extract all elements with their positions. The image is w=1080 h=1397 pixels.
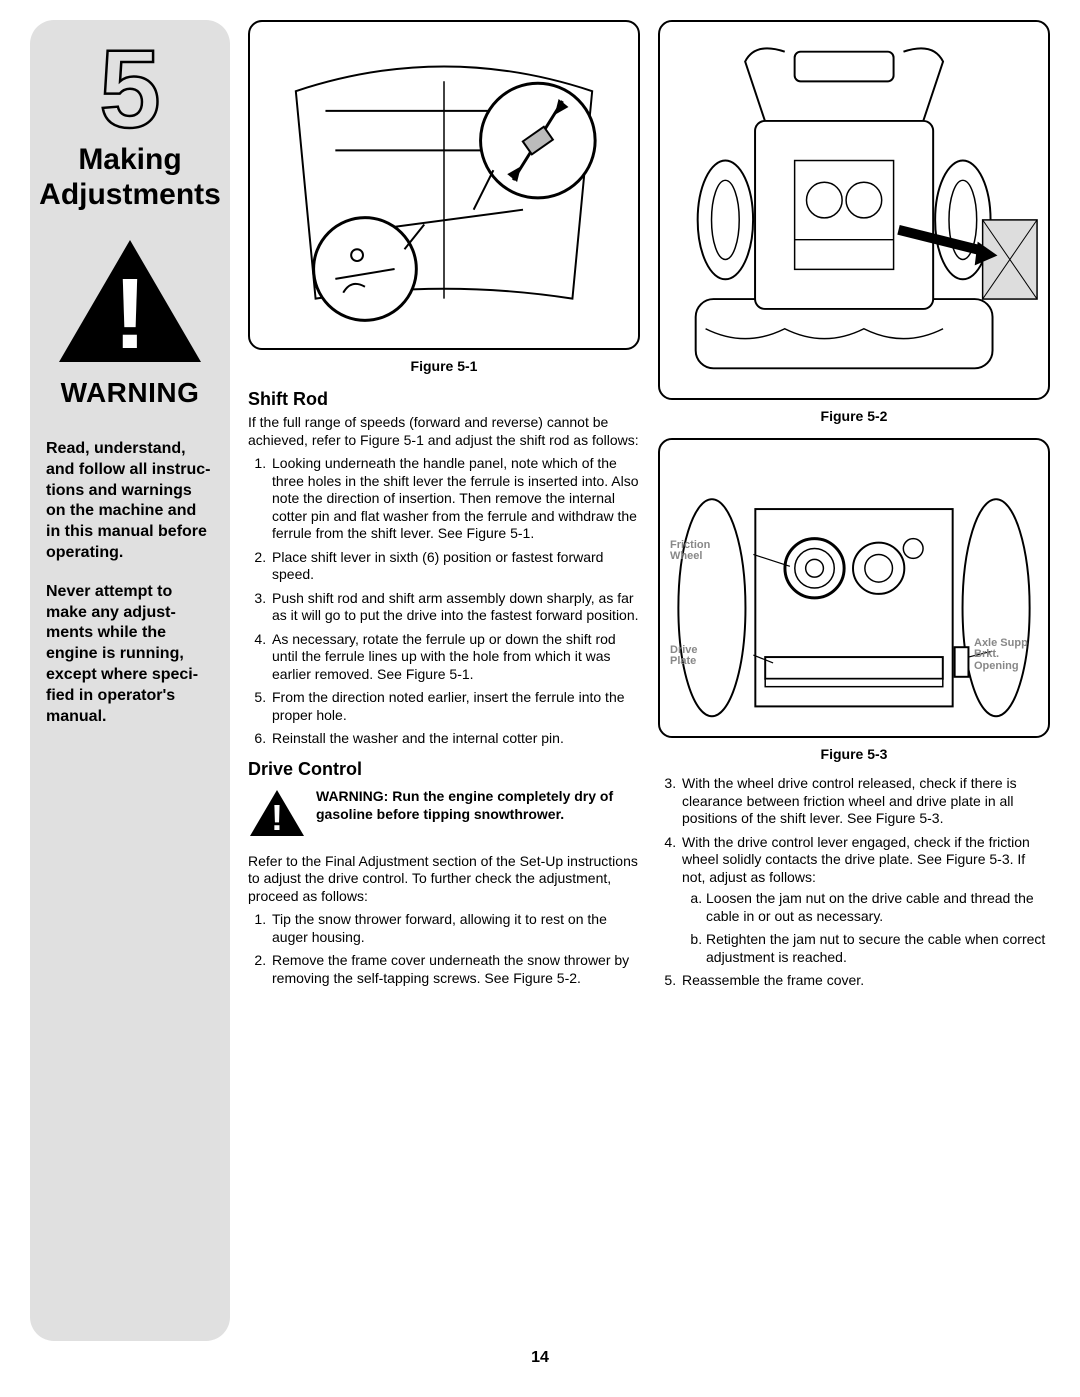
- label-drive-plate: Drive Plate: [670, 645, 720, 668]
- shift-rod-intro: If the full range of speeds (forward and…: [248, 414, 640, 449]
- list-item: As necessary, rotate the ferrule up or d…: [270, 631, 640, 684]
- list-item: Reassemble the frame cover.: [680, 972, 1050, 990]
- drive-substeps: Loosen the jam nut on the drive cable an…: [682, 890, 1050, 966]
- page: 5 Making Adjustments ! WARNING Read, und…: [30, 20, 1050, 1367]
- warning-triangle-icon: !: [248, 788, 306, 843]
- list-item: From the direction noted earlier, insert…: [270, 689, 640, 724]
- list-item: With the wheel drive control released, c…: [680, 775, 1050, 828]
- list-item: Loosen the jam nut on the drive cable an…: [706, 890, 1050, 925]
- body-columns: Figure 5-1 Shift Rod If the full range o…: [248, 20, 1050, 1341]
- column-2: Figure 5-2: [658, 20, 1050, 1341]
- figure-5-2: [658, 20, 1050, 400]
- drive-intro: Refer to the Final Adjustment section of…: [248, 853, 640, 906]
- list-item-text: With the drive control lever engaged, ch…: [682, 834, 1030, 885]
- figure-5-1-caption: Figure 5-1: [248, 358, 640, 376]
- heading-shift-rod: Shift Rod: [248, 388, 640, 411]
- figure-5-3-illustration: [660, 440, 1048, 736]
- drive-warning-block: ! WARNING: Run the engine completely dry…: [248, 788, 640, 843]
- column-1: Figure 5-1 Shift Rod If the full range o…: [248, 20, 640, 1341]
- drive-steps-a: Tip the snow thrower forward, allowing i…: [248, 911, 640, 987]
- drive-warning-text: WARNING: Run the engine completely dry o…: [316, 788, 640, 823]
- figure-5-3-caption: Figure 5-3: [658, 746, 1050, 764]
- warning-triangle-icon: !: [55, 236, 205, 371]
- list-item: Reinstall the washer and the internal co…: [270, 730, 640, 748]
- list-item: Push shift rod and shift arm assembly do…: [270, 590, 640, 625]
- list-item: Retighten the jam nut to secure the cabl…: [706, 931, 1050, 966]
- sidebar-warning-text: Read, understand, and follow all instruc…: [42, 439, 218, 745]
- chapter-title: Making Adjustments: [39, 143, 221, 212]
- list-item: Remove the frame cover underneath the sn…: [270, 952, 640, 987]
- list-item: Place shift lever in sixth (6) position …: [270, 549, 640, 584]
- list-item: Tip the snow thrower forward, allowing i…: [270, 911, 640, 946]
- sidebar-para-1: Read, understand, and follow all instruc…: [46, 439, 214, 564]
- heading-drive-control: Drive Control: [248, 758, 640, 781]
- svg-text:!: !: [271, 797, 283, 838]
- svg-text:!: !: [113, 258, 146, 366]
- shift-rod-steps: Looking underneath the handle panel, not…: [248, 455, 640, 748]
- figure-5-2-illustration: [660, 22, 1048, 398]
- content-row: 5 Making Adjustments ! WARNING Read, und…: [30, 20, 1050, 1341]
- chapter-number: 5: [99, 40, 160, 139]
- list-item: With the drive control lever engaged, ch…: [680, 834, 1050, 967]
- list-item: Looking underneath the handle panel, not…: [270, 455, 640, 543]
- drive-steps-b: With the wheel drive control released, c…: [658, 775, 1050, 990]
- page-number: 14: [30, 1349, 1050, 1367]
- figure-5-2-caption: Figure 5-2: [658, 408, 1050, 426]
- label-axle-supp: Axle Supp Brkt. Opening: [974, 638, 1042, 673]
- warning-heading: WARNING: [61, 377, 200, 409]
- figure-5-1-illustration: [250, 22, 638, 348]
- sidebar: 5 Making Adjustments ! WARNING Read, und…: [30, 20, 230, 1341]
- figure-5-3: Friction Wheel Drive Plate Axle Supp Brk…: [658, 438, 1050, 738]
- sidebar-para-2: Never attempt to make any adjust­ments w…: [46, 582, 214, 728]
- label-friction-wheel: Friction Wheel: [670, 540, 724, 563]
- figure-5-1: [248, 20, 640, 350]
